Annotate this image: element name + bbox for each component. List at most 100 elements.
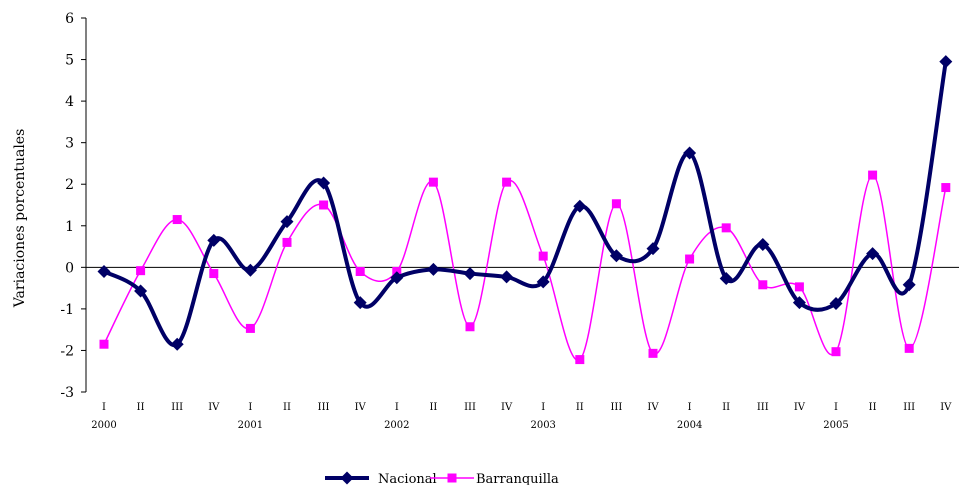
data-point — [792, 296, 806, 310]
y-tick-label: -2 — [60, 343, 74, 359]
y-tick-label: 2 — [65, 177, 74, 193]
legend-marker — [447, 473, 457, 483]
y-tick-label: 3 — [65, 136, 74, 152]
x-tick-label: I — [102, 402, 106, 413]
data-point — [502, 177, 512, 187]
y-tick-label: 4 — [65, 94, 74, 110]
series-barranquilla — [99, 170, 951, 365]
y-tick-label: 5 — [65, 53, 74, 69]
data-point — [353, 296, 367, 310]
data-point — [99, 339, 109, 349]
data-point — [207, 233, 221, 247]
year-label: 2000 — [91, 420, 116, 431]
y-axis-title: Variaciones porcentuales — [12, 129, 28, 309]
legend-marker — [340, 471, 354, 485]
y-tick-label: -3 — [60, 385, 74, 401]
data-point — [829, 296, 843, 310]
x-tick-label: III — [757, 402, 769, 413]
data-point — [500, 270, 514, 284]
data-point — [280, 215, 294, 229]
x-tick-label: III — [171, 402, 183, 413]
x-tick-label: IV — [355, 402, 367, 413]
data-point — [136, 266, 146, 276]
x-tick-label: III — [610, 402, 622, 413]
data-point — [538, 251, 548, 261]
year-label: 2001 — [238, 420, 263, 431]
data-point — [685, 254, 695, 264]
data-point — [134, 284, 148, 298]
data-point — [170, 337, 184, 351]
series-layer — [97, 55, 953, 365]
data-point — [611, 199, 621, 209]
data-point — [904, 343, 914, 353]
data-point — [868, 170, 878, 180]
data-point — [794, 282, 804, 292]
data-point — [648, 348, 658, 358]
data-point — [245, 323, 255, 333]
legend-label: Barranquilla — [476, 472, 559, 485]
x-tick-label: IV — [501, 402, 513, 413]
x-tick-label: III — [464, 402, 476, 413]
year-label: 2002 — [384, 420, 409, 431]
y-tick-label: 1 — [65, 219, 74, 235]
x-tick-label: IV — [208, 402, 220, 413]
x-tick-label: IV — [794, 402, 806, 413]
data-point — [390, 271, 404, 285]
data-point — [573, 199, 587, 213]
x-tick-label: I — [834, 402, 838, 413]
data-point — [721, 223, 731, 233]
data-point — [319, 200, 329, 210]
legend-item-barranquilla: Barranquilla — [430, 472, 559, 485]
x-tick-label: I — [395, 402, 399, 413]
legend-item-nacional: Nacional — [325, 471, 437, 485]
data-point — [609, 249, 623, 263]
data-point — [719, 272, 733, 286]
data-point — [646, 242, 660, 256]
data-point — [97, 264, 111, 278]
data-point — [282, 237, 292, 247]
x-tick-label: II — [869, 402, 877, 413]
x-tick-label: I — [541, 402, 545, 413]
y-tick-label: 0 — [65, 260, 74, 276]
data-point — [209, 269, 219, 279]
data-point — [536, 275, 550, 289]
x-tick-label: IV — [647, 402, 659, 413]
data-point — [866, 247, 880, 261]
x-tick-label: III — [318, 402, 330, 413]
data-point — [465, 322, 475, 332]
legend-label: Nacional — [378, 472, 437, 485]
x-tick-label: I — [248, 402, 252, 413]
data-point — [902, 278, 916, 292]
data-point — [575, 355, 585, 365]
data-point — [941, 183, 951, 193]
data-point — [683, 146, 697, 160]
x-tick-label: II — [283, 402, 291, 413]
x-tick-label: IV — [940, 402, 952, 413]
year-label: 2004 — [677, 420, 702, 431]
data-point — [831, 347, 841, 357]
data-point — [428, 177, 438, 187]
y-tick-label: -1 — [60, 302, 74, 318]
data-point — [939, 55, 953, 69]
data-point — [756, 237, 770, 251]
x-tick-label: II — [137, 402, 145, 413]
data-point — [758, 280, 768, 290]
x-tick-label: II — [576, 402, 584, 413]
data-point — [426, 262, 440, 276]
x-tick-label: I — [688, 402, 692, 413]
year-label: 2005 — [823, 420, 848, 431]
x-tick-label: II — [429, 402, 437, 413]
year-label: 2003 — [530, 420, 555, 431]
data-point — [243, 263, 257, 277]
series-nacional — [97, 55, 953, 351]
data-point — [355, 266, 365, 276]
x-axis: I II III IV I II III IV I II III IV I II III IV I II III IV… — [86, 266, 959, 431]
data-point — [317, 176, 331, 190]
y-axis: -3 -2 -1 0 1 2 3 4 5 6 — [60, 11, 87, 401]
data-point — [463, 267, 477, 281]
data-point — [172, 215, 182, 225]
legend: Nacional Barranquilla — [325, 471, 559, 485]
y-tick-label: 6 — [65, 11, 74, 27]
x-tick-label: III — [903, 402, 915, 413]
